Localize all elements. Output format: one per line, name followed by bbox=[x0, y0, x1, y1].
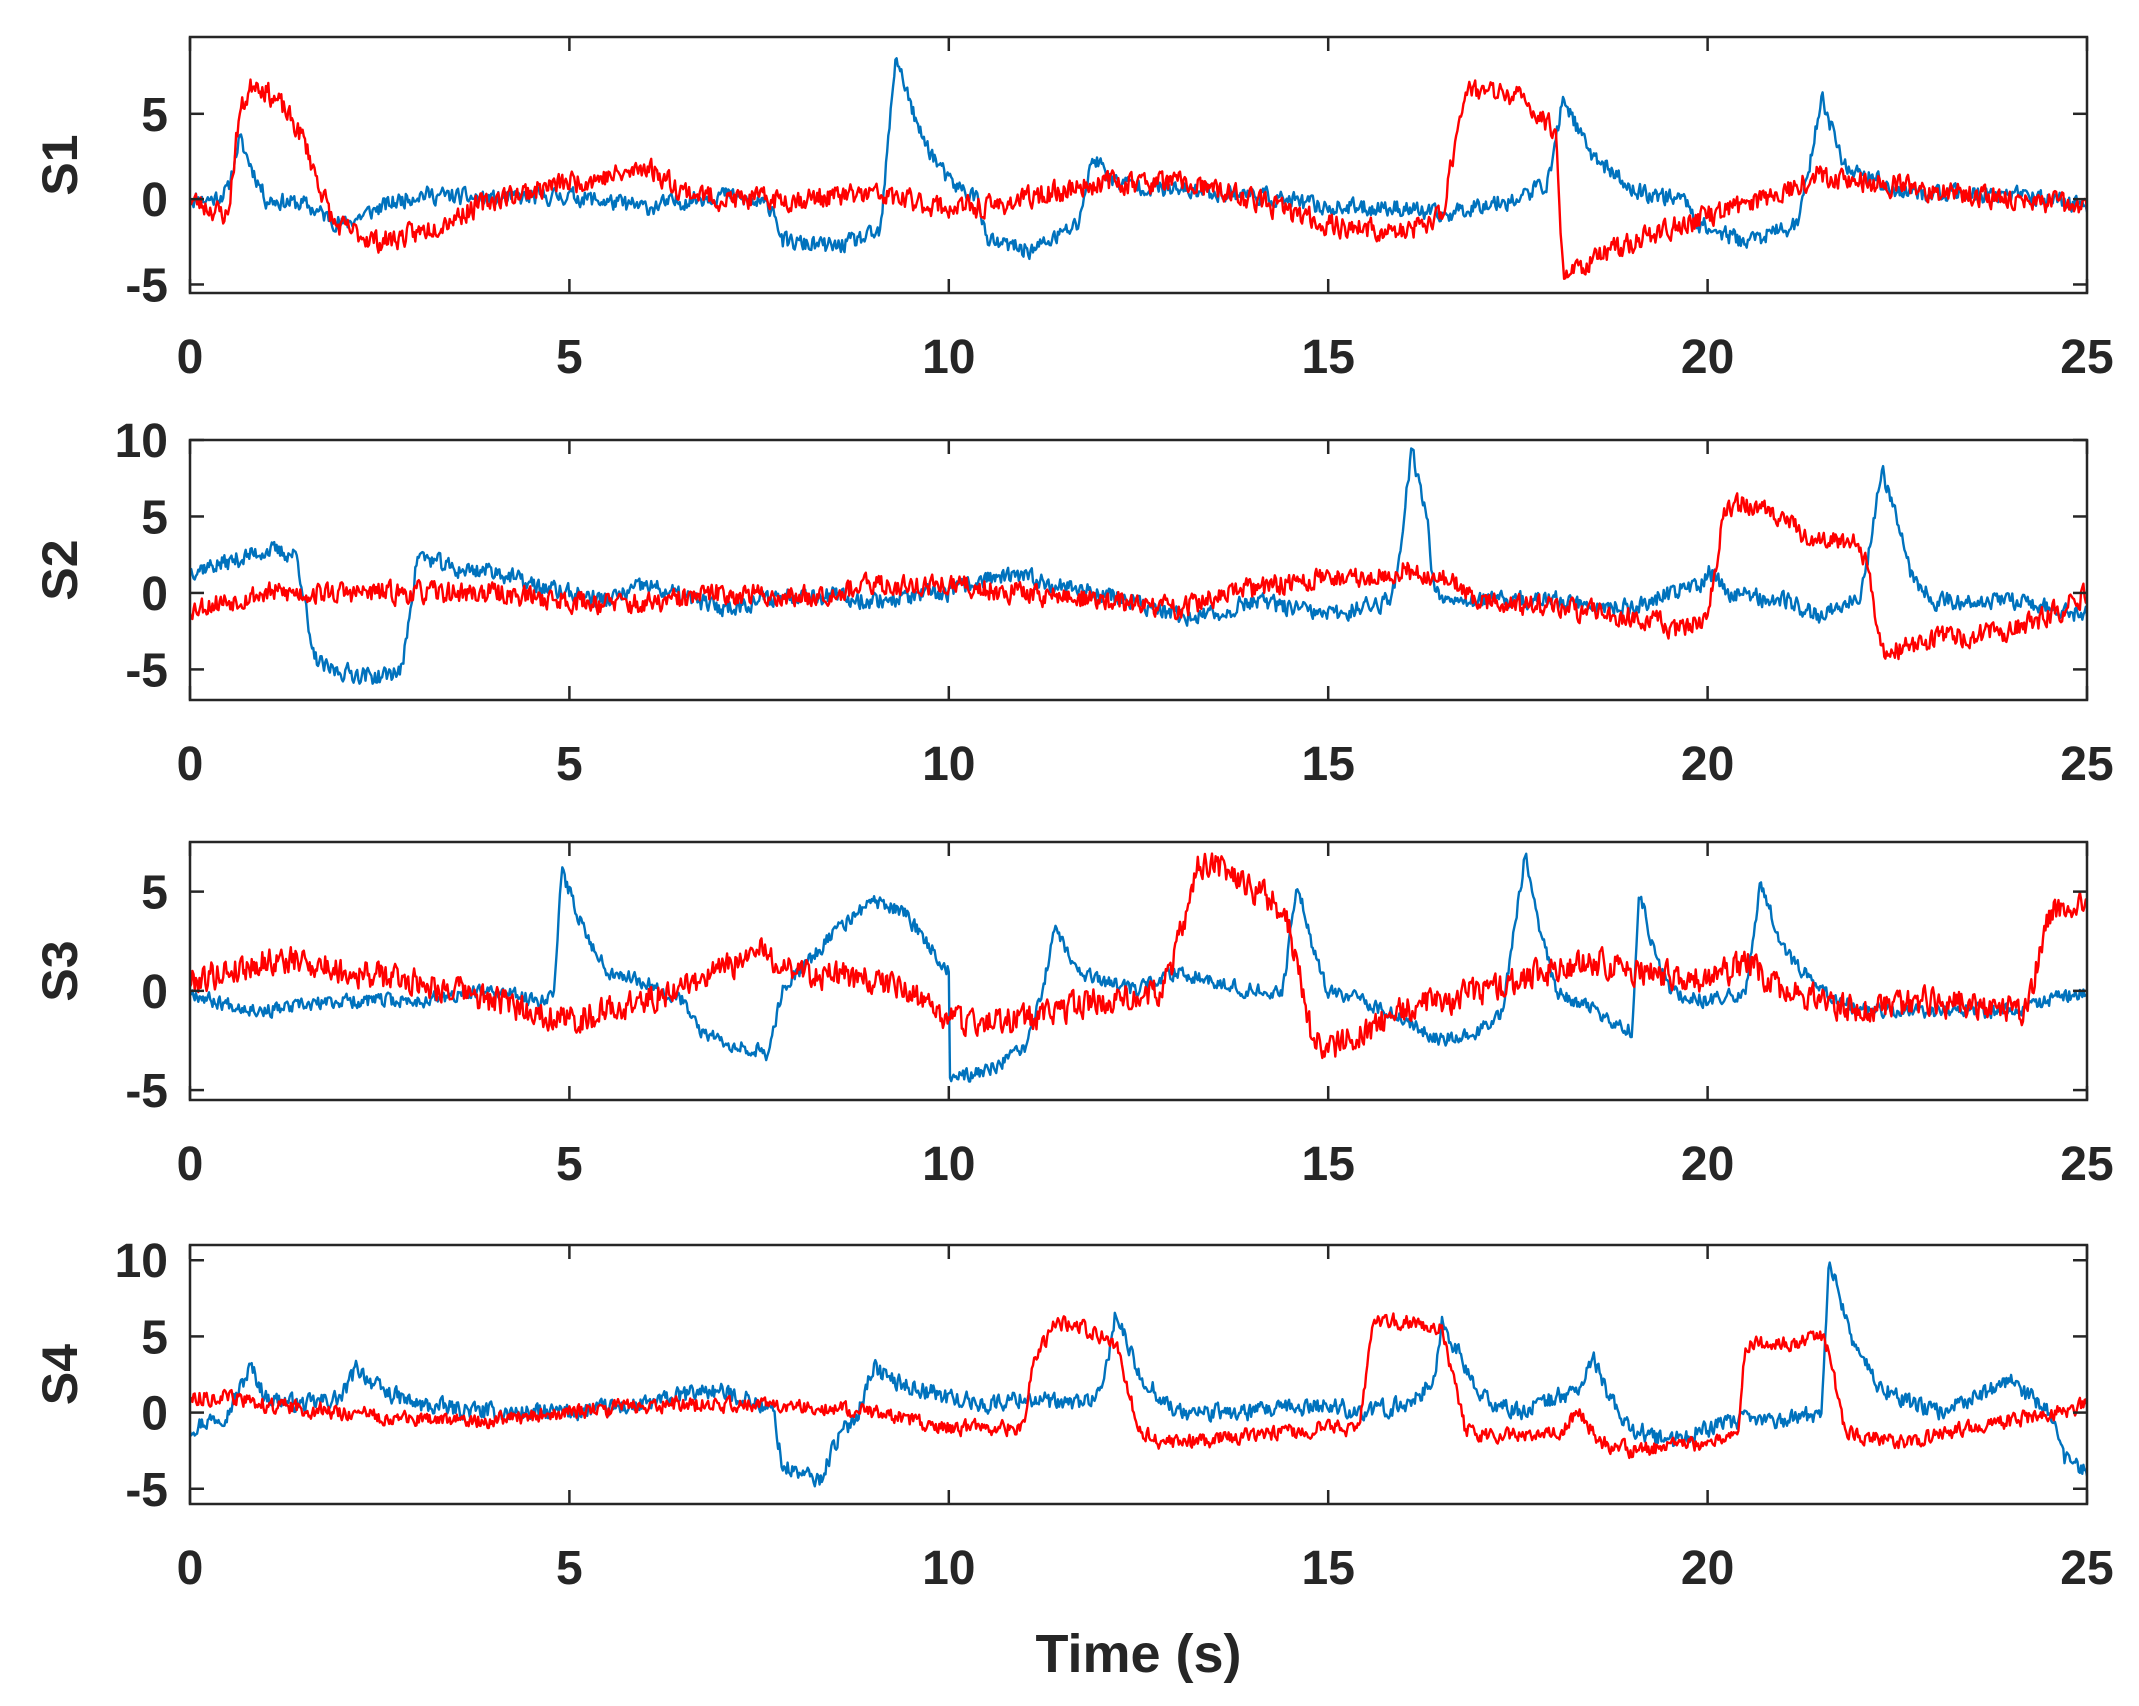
trace-s3-red bbox=[190, 852, 2087, 1060]
x-tick-label: 25 bbox=[2060, 1542, 2113, 1595]
x-tick-label: 0 bbox=[177, 331, 204, 384]
y-tick-label: 0 bbox=[141, 966, 168, 1019]
trace-s2-red bbox=[190, 492, 2087, 661]
traces bbox=[190, 57, 2087, 280]
y-tick-label: 5 bbox=[141, 867, 168, 920]
y-tick-label: 10 bbox=[115, 415, 168, 468]
y-tick-label: 0 bbox=[141, 1388, 168, 1441]
x-tick-label: 5 bbox=[556, 1138, 583, 1191]
x-tick-label: 15 bbox=[1302, 331, 1355, 384]
x-tick-label: 15 bbox=[1302, 738, 1355, 791]
y-tick-label: 10 bbox=[115, 1235, 168, 1288]
x-tick-label: 20 bbox=[1681, 1542, 1734, 1595]
y-tick-label: -5 bbox=[125, 1065, 168, 1118]
x-tick-label: 0 bbox=[177, 738, 204, 791]
y-tick-label: -5 bbox=[125, 644, 168, 697]
x-tick-label: 0 bbox=[177, 1138, 204, 1191]
trace-s4-blue bbox=[190, 1261, 2087, 1488]
y-tick-label: 5 bbox=[141, 89, 168, 142]
y-tick-label: -5 bbox=[125, 259, 168, 312]
x-tick-label: 10 bbox=[922, 1542, 975, 1595]
x-tick-label: 10 bbox=[922, 1138, 975, 1191]
y-tick-label: 0 bbox=[141, 174, 168, 227]
x-tick-label: 20 bbox=[1681, 1138, 1734, 1191]
x-tick-label: 5 bbox=[556, 1542, 583, 1595]
y-tick-label: 0 bbox=[141, 568, 168, 621]
x-tick-label: 5 bbox=[556, 331, 583, 384]
traces bbox=[190, 447, 2087, 685]
x-axis-label: Time (s) bbox=[1035, 1624, 1241, 1684]
traces bbox=[190, 1261, 2087, 1488]
x-tick-label: 25 bbox=[2060, 738, 2113, 791]
x-tick-label: 10 bbox=[922, 331, 975, 384]
y-tick-label: 5 bbox=[141, 1311, 168, 1364]
x-tick-label: 25 bbox=[2060, 331, 2113, 384]
x-tick-label: 20 bbox=[1681, 331, 1734, 384]
x-tick-label: 5 bbox=[556, 738, 583, 791]
y-axis-label: S1 bbox=[32, 134, 88, 195]
axes-box bbox=[188, 1243, 2089, 1506]
traces bbox=[190, 852, 2087, 1083]
axes-box bbox=[188, 438, 2089, 702]
trace-s1-red bbox=[190, 78, 2087, 280]
trace-s4-red bbox=[190, 1312, 2087, 1460]
y-tick-label: 5 bbox=[141, 491, 168, 544]
x-tick-label: 15 bbox=[1302, 1542, 1355, 1595]
x-tick-label: 15 bbox=[1302, 1138, 1355, 1191]
x-tick-label: 20 bbox=[1681, 738, 1734, 791]
x-tick-label: 10 bbox=[922, 738, 975, 791]
y-axis-label: S4 bbox=[32, 1344, 88, 1405]
y-tick-label: -5 bbox=[125, 1464, 168, 1517]
x-tick-label: 25 bbox=[2060, 1138, 2113, 1191]
x-tick-label: 0 bbox=[177, 1542, 204, 1595]
axes-box bbox=[188, 840, 2089, 1102]
axes-box bbox=[188, 35, 2089, 295]
y-axis-label: S2 bbox=[32, 539, 88, 600]
y-axis-label: S3 bbox=[32, 940, 88, 1001]
